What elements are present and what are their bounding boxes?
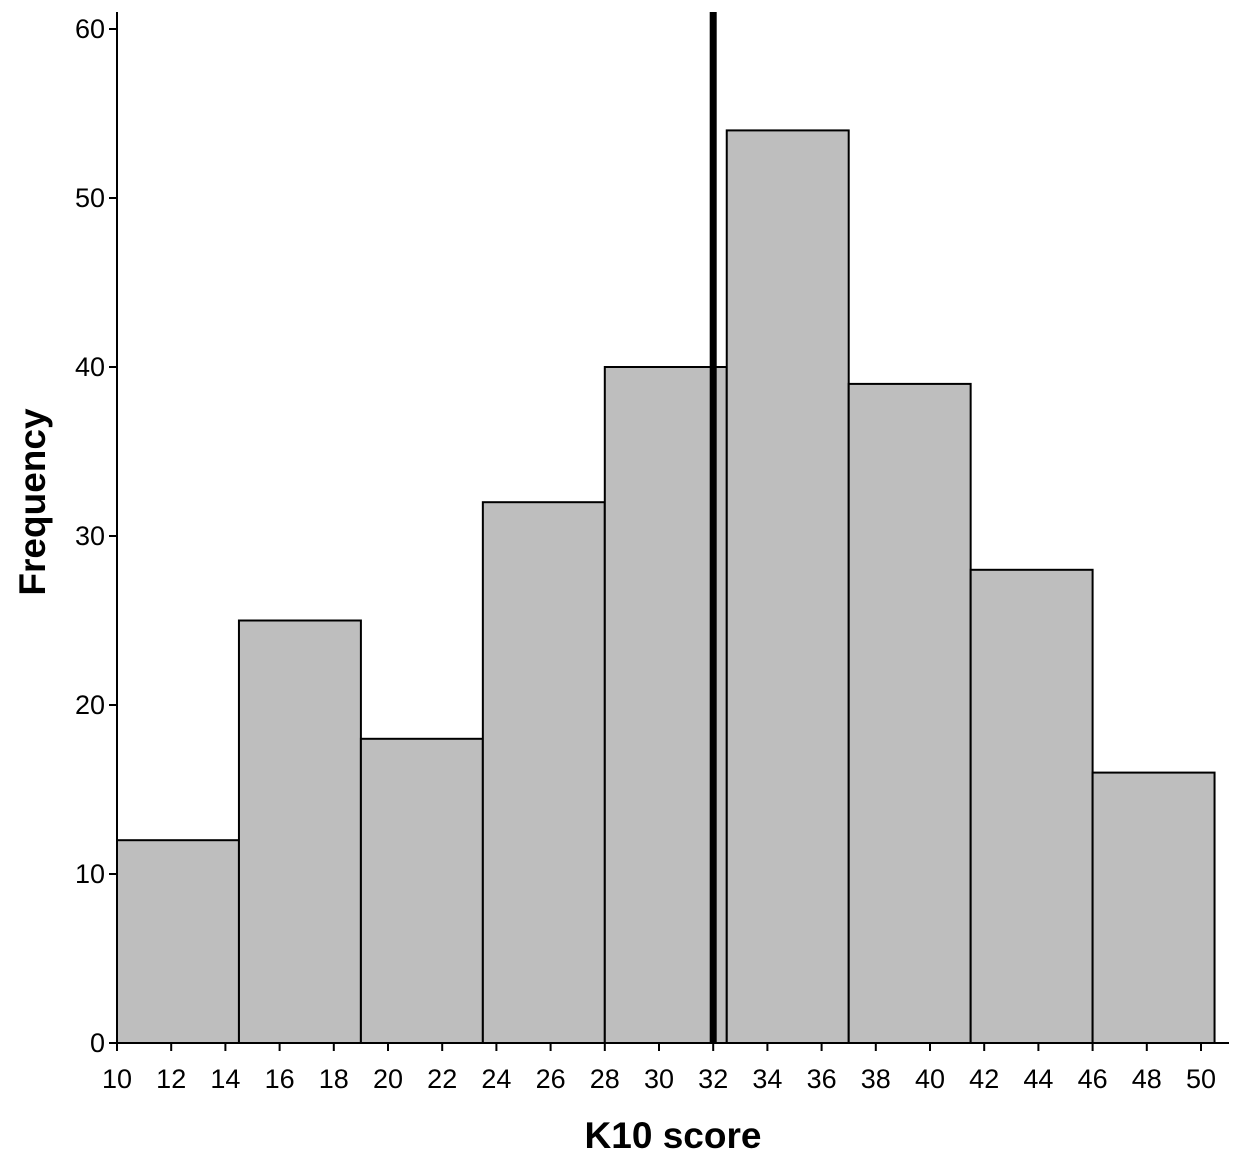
x-axis-title: K10 score bbox=[585, 1115, 762, 1152]
x-tick-label: 20 bbox=[373, 1064, 403, 1094]
histogram-bar-3 bbox=[359, 737, 484, 1044]
y-tick-label: 0 bbox=[90, 1028, 105, 1058]
x-tick-label: 26 bbox=[536, 1064, 566, 1094]
x-tick-label: 32 bbox=[698, 1064, 728, 1094]
x-tick-label: 30 bbox=[644, 1064, 674, 1094]
histogram-bar-9 bbox=[1091, 771, 1216, 1044]
x-tick-label: 44 bbox=[1023, 1064, 1053, 1094]
x-tick-label: 14 bbox=[210, 1064, 240, 1094]
y-axis-title: Frequency bbox=[12, 408, 53, 596]
histogram-bar-6 bbox=[725, 129, 850, 1044]
x-tick-label: 12 bbox=[156, 1064, 186, 1094]
x-tick-label: 48 bbox=[1132, 1064, 1162, 1094]
x-tick-label: 38 bbox=[861, 1064, 891, 1094]
y-tick-label: 50 bbox=[75, 183, 105, 213]
histogram-bar-2 bbox=[237, 619, 362, 1044]
histogram-bar-1 bbox=[116, 839, 240, 1045]
x-tick-label: 40 bbox=[915, 1064, 945, 1094]
x-tick-label: 50 bbox=[1186, 1064, 1216, 1094]
x-tick-label: 28 bbox=[590, 1064, 620, 1094]
bars-group bbox=[116, 129, 1216, 1045]
x-tick-label: 34 bbox=[752, 1064, 782, 1094]
y-ticks-group: 0 10 20 30 40 50 60 bbox=[75, 14, 117, 1058]
x-ticks-group: 10 12 14 16 18 20 22 24 26 28 30 32 34 36 38 40 42 44 46 48… bbox=[102, 1043, 1216, 1094]
y-tick-label: 40 bbox=[75, 352, 105, 382]
histogram-bar-7 bbox=[847, 382, 972, 1044]
x-tick-label: 10 bbox=[102, 1064, 132, 1094]
axes-group bbox=[116, 12, 1229, 1044]
x-tick-label: 36 bbox=[807, 1064, 837, 1094]
x-tick-label: 46 bbox=[1078, 1064, 1108, 1094]
x-tick-label: 16 bbox=[265, 1064, 295, 1094]
x-tick-label: 22 bbox=[427, 1064, 457, 1094]
y-tick-label: 10 bbox=[75, 859, 105, 889]
x-tick-label: 42 bbox=[969, 1064, 999, 1094]
x-tick-label: 24 bbox=[481, 1064, 511, 1094]
y-tick-label: 20 bbox=[75, 690, 105, 720]
x-tick-label: 18 bbox=[319, 1064, 349, 1094]
histogram-bar-5 bbox=[603, 366, 728, 1044]
histogram-bar-4 bbox=[481, 501, 606, 1044]
y-tick-label: 60 bbox=[75, 14, 105, 44]
histogram-bar-8 bbox=[969, 568, 1094, 1044]
y-tick-label: 30 bbox=[75, 521, 105, 551]
